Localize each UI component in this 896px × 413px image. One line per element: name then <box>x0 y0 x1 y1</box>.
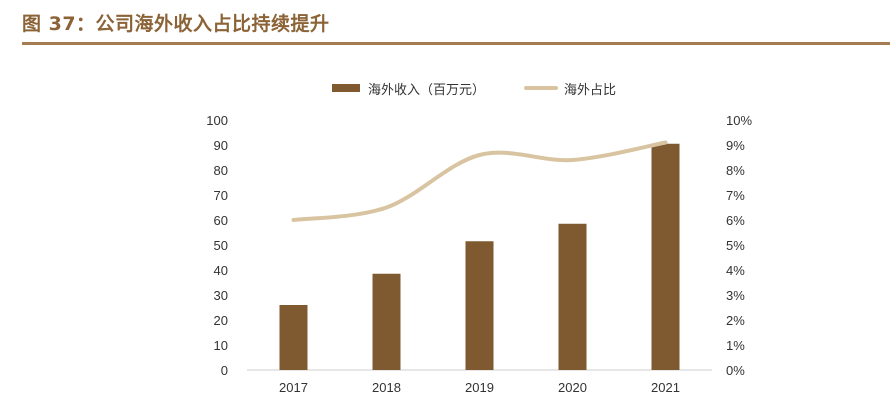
left-axis-tick-label: 10 <box>214 338 228 353</box>
figure-title: 图 37：公司海外收入占比持续提升 <box>22 13 330 35</box>
left-axis-tick-label: 90 <box>214 138 228 153</box>
left-axis-tick-label: 80 <box>214 163 228 178</box>
left-axis: 0 10 20 30 40 50 60 70 80 90 100 <box>206 113 228 378</box>
line-series <box>291 140 668 222</box>
left-axis-tick-label: 100 <box>206 113 228 128</box>
left-axis-tick-label: 30 <box>214 288 228 303</box>
right-axis-tick-label: 3% <box>726 288 745 303</box>
right-axis-tick-label: 6% <box>726 213 745 228</box>
x-axis-tick-label: 2017 <box>279 380 308 395</box>
title-divider <box>22 42 890 45</box>
right-axis-tick-label: 4% <box>726 263 745 278</box>
x-axis-tick-label: 2021 <box>651 380 680 395</box>
right-axis-tick-label: 7% <box>726 188 745 203</box>
left-axis-tick-label: 40 <box>214 263 228 278</box>
legend-line-label: 海外占比 <box>564 83 616 98</box>
bar-2019 <box>465 241 494 370</box>
left-axis-tick-label: 20 <box>214 313 228 328</box>
right-axis-tick-label: 2% <box>726 313 745 328</box>
x-axis-tick-label: 2020 <box>558 380 587 395</box>
bar-2020 <box>558 223 587 370</box>
bar-2017 <box>279 305 308 370</box>
right-axis-tick-label: 10% <box>726 113 752 128</box>
bar-2021 <box>651 143 680 370</box>
right-axis-tick-label: 0% <box>726 363 745 378</box>
right-axis-tick-label: 1% <box>726 338 745 353</box>
x-axis: 2017 2018 2019 2020 2021 <box>279 380 680 395</box>
right-axis: 0% 1% 2% 3% 4% 5% 6% 7% 8% 9% 10% <box>726 113 752 378</box>
right-axis-tick-label: 5% <box>726 238 745 253</box>
x-axis-tick-label: 2019 <box>465 380 494 395</box>
left-axis-tick-label: 0 <box>221 363 228 378</box>
legend: 海外收入（百万元） 海外占比 <box>332 83 616 98</box>
right-axis-tick-label: 9% <box>726 138 745 153</box>
left-axis-tick-label: 60 <box>214 213 228 228</box>
legend-bar-label: 海外收入（百万元） <box>368 83 485 98</box>
left-axis-tick-label: 50 <box>214 238 228 253</box>
bar-2018 <box>372 273 401 370</box>
legend-bar-swatch <box>332 84 360 92</box>
right-axis-tick-label: 8% <box>726 163 745 178</box>
share-line <box>291 140 668 222</box>
x-axis-tick-label: 2018 <box>372 380 401 395</box>
left-axis-tick-label: 70 <box>214 188 228 203</box>
bar-series <box>279 143 680 370</box>
